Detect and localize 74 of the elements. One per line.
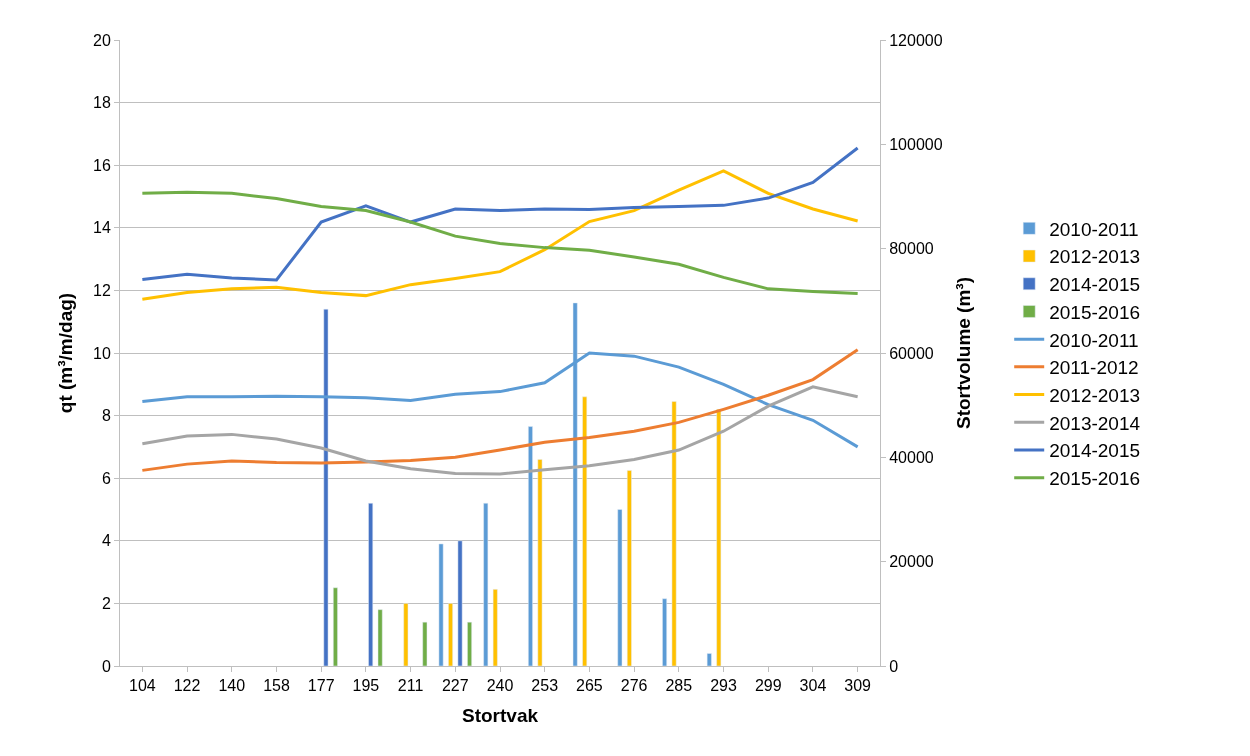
- x-tick-label: 253: [531, 677, 559, 695]
- x-tick-label: 122: [173, 677, 201, 695]
- bar: [438, 543, 444, 666]
- y2-tick-label: 100000: [889, 135, 943, 153]
- bar: [662, 598, 667, 666]
- line-series: [140, 169, 860, 301]
- y2-tick-label: 20000: [889, 553, 934, 571]
- x-tick-label: 276: [620, 677, 648, 695]
- y2-tick-label: 80000: [889, 240, 934, 258]
- bar: [716, 409, 722, 666]
- y-tick-label: 2: [101, 595, 111, 612]
- legend-label: 2014-2015: [1049, 440, 1141, 462]
- legend-label: 2010-2011: [1049, 329, 1139, 351]
- bar: [626, 470, 632, 666]
- legend-label: 2012-2013: [1049, 246, 1141, 268]
- legend-label: 2013-2014: [1049, 412, 1141, 434]
- bar: [422, 621, 428, 666]
- x-tick-label: 265: [576, 677, 603, 695]
- legend-label: 2014-2015: [1049, 274, 1141, 296]
- x-tick-label: 177: [307, 677, 335, 695]
- x-tick-label: 304: [799, 677, 827, 695]
- y-tick-label: 8: [101, 407, 111, 425]
- y-tick-label: 0: [101, 657, 111, 675]
- bar: [467, 621, 472, 666]
- bar: [528, 426, 533, 666]
- line-series: [140, 385, 860, 476]
- legend-label: 2015-2016: [1049, 301, 1141, 323]
- x-tick-label: 227: [441, 677, 469, 695]
- legend-label: 2011-2012: [1049, 357, 1139, 379]
- x-tick-label: 104: [129, 677, 156, 695]
- bar: [617, 509, 623, 666]
- y-tick-label: 12: [93, 282, 111, 299]
- bar: [377, 609, 383, 666]
- bar: [671, 401, 677, 666]
- y2-tick-label: 0: [889, 657, 899, 675]
- x-tick-label: 195: [352, 677, 380, 695]
- x-tick-label: 285: [665, 677, 693, 695]
- bar: [537, 459, 543, 666]
- y-tick-label: 16: [93, 156, 111, 174]
- legend-label: 2010-2011: [1049, 218, 1139, 240]
- line-series: [140, 146, 860, 282]
- x-tick-label: 299: [754, 677, 782, 695]
- x-tick-label: 240: [486, 677, 514, 695]
- bar: [323, 308, 329, 666]
- bar: [403, 603, 409, 666]
- bar: [492, 589, 498, 666]
- bar: [333, 587, 338, 666]
- line-series: [140, 190, 860, 296]
- legend-label: 2012-2013: [1049, 384, 1141, 406]
- y-tick-label: 18: [93, 94, 111, 112]
- bar: [706, 653, 712, 666]
- y-tick-label: 14: [93, 219, 111, 237]
- x-tick-label: 140: [218, 677, 246, 695]
- y2-axis-title: Stortvolume (m³): [953, 277, 975, 429]
- line-series: [140, 348, 860, 472]
- x-axis-title: Stortvak: [461, 705, 539, 726]
- y-tick-label: 10: [93, 344, 111, 362]
- bar: [582, 396, 588, 666]
- legend-label: 2015-2016: [1049, 468, 1141, 490]
- bar: [448, 603, 453, 666]
- y2-tick-label: 60000: [889, 344, 934, 362]
- y-tick-label: 6: [101, 469, 111, 487]
- y2-tick-label: 120000: [889, 31, 943, 49]
- x-tick-label: 309: [844, 677, 872, 695]
- bar: [368, 502, 374, 666]
- y-axis-title: qt (m³/m/dag): [54, 292, 76, 414]
- y-tick-label: 4: [101, 532, 111, 550]
- y-tick-label: 20: [93, 31, 111, 49]
- x-tick-label: 211: [397, 677, 424, 695]
- bar: [457, 540, 463, 666]
- x-tick-label: 158: [263, 677, 290, 695]
- x-tick-label: 293: [710, 677, 737, 695]
- bar: [483, 502, 489, 666]
- y2-tick-label: 40000: [889, 448, 934, 466]
